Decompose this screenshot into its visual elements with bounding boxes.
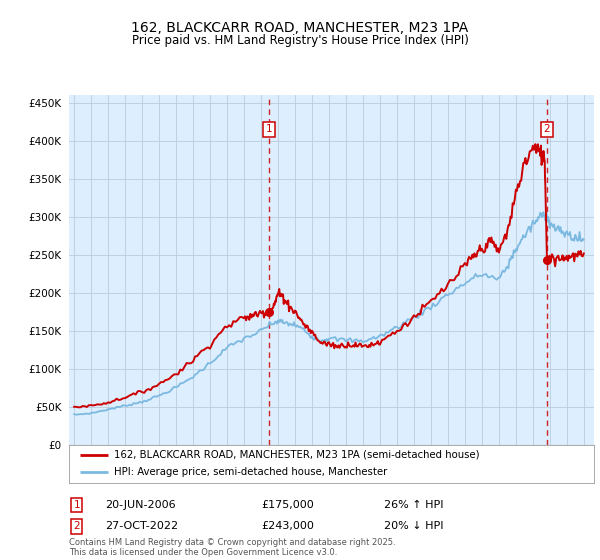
Text: HPI: Average price, semi-detached house, Manchester: HPI: Average price, semi-detached house,… <box>113 468 387 478</box>
Text: £175,000: £175,000 <box>261 500 314 510</box>
Text: 27-OCT-2022: 27-OCT-2022 <box>105 521 178 531</box>
Text: 162, BLACKCARR ROAD, MANCHESTER, M23 1PA: 162, BLACKCARR ROAD, MANCHESTER, M23 1PA <box>131 21 469 35</box>
Text: 26% ↑ HPI: 26% ↑ HPI <box>384 500 443 510</box>
Text: Contains HM Land Registry data © Crown copyright and database right 2025.
This d: Contains HM Land Registry data © Crown c… <box>69 538 395 557</box>
Text: 162, BLACKCARR ROAD, MANCHESTER, M23 1PA (semi-detached house): 162, BLACKCARR ROAD, MANCHESTER, M23 1PA… <box>113 450 479 460</box>
Text: 2: 2 <box>73 521 80 531</box>
Text: 20-JUN-2006: 20-JUN-2006 <box>105 500 176 510</box>
Text: 1: 1 <box>266 124 272 134</box>
Text: 2: 2 <box>544 124 550 134</box>
Text: Price paid vs. HM Land Registry's House Price Index (HPI): Price paid vs. HM Land Registry's House … <box>131 34 469 46</box>
Text: £243,000: £243,000 <box>261 521 314 531</box>
Text: 1: 1 <box>73 500 80 510</box>
Text: 20% ↓ HPI: 20% ↓ HPI <box>384 521 443 531</box>
